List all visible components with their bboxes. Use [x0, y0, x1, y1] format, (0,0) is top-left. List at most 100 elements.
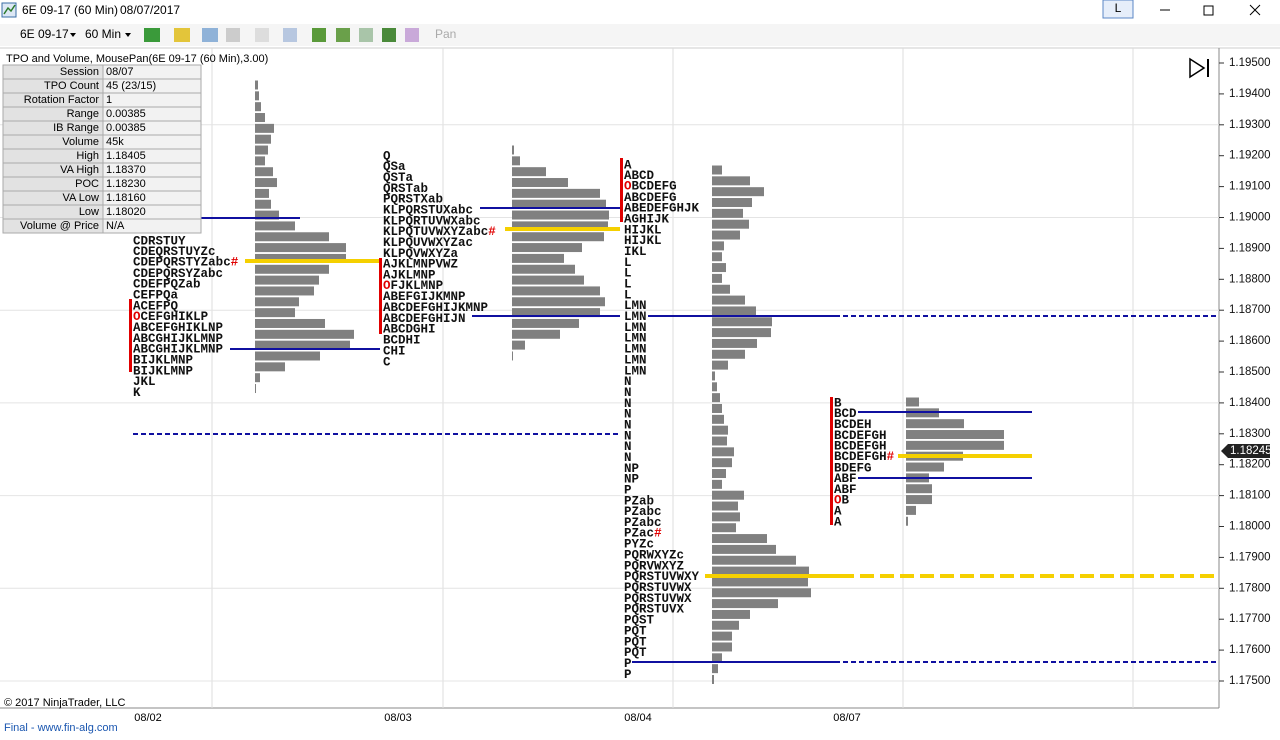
instrument-selector[interactable]: 6E 09-17	[20, 27, 69, 41]
volume-bar	[255, 373, 260, 383]
maximize-button[interactable]	[1203, 5, 1214, 16]
price-label: 1.18500	[1229, 366, 1271, 378]
volume-bar	[512, 329, 560, 339]
volume-bar	[255, 232, 329, 242]
remove-button[interactable]	[226, 28, 240, 42]
volume-bar	[712, 599, 778, 609]
tpo-row: OBCDEFG	[624, 180, 677, 194]
bar-type-button[interactable]	[144, 28, 160, 42]
info-label: Rotation Factor	[24, 94, 100, 106]
tpo-row: ABCGHIJKLMNP	[133, 343, 223, 357]
tpo-row: PQRSTXab	[383, 193, 443, 207]
price-label: 1.17600	[1229, 644, 1271, 656]
info-value-cell	[102, 92, 202, 108]
volume-bar	[906, 505, 916, 515]
properties-button[interactable]	[359, 28, 373, 42]
volume-bar	[255, 134, 271, 144]
volume-bar	[712, 577, 808, 587]
tpo-row: KLPQVWXYZa	[383, 247, 459, 261]
tpo-row: CDEFPQZab	[133, 278, 201, 292]
data-box-button[interactable]	[405, 28, 419, 42]
volume-bar	[255, 297, 299, 307]
volume-bar	[512, 210, 609, 220]
pan-button[interactable]: Pan	[435, 27, 456, 41]
price-label: 1.19100	[1229, 181, 1271, 193]
zoom-button[interactable]	[283, 28, 297, 42]
tpo-row: N	[624, 408, 632, 422]
credit-link[interactable]: Final - www.fin-alg.com	[4, 722, 118, 734]
volume-bar	[255, 362, 285, 372]
volume-bar	[712, 338, 757, 348]
volume-bar	[712, 555, 796, 565]
info-value-cell	[102, 218, 202, 234]
volume-bar	[712, 403, 722, 413]
indicators-button[interactable]	[336, 28, 350, 42]
info-label: IB Range	[53, 122, 99, 134]
mode-label: L	[1115, 1, 1122, 15]
session-date: 08/04	[624, 712, 652, 724]
tpo-row: L	[624, 278, 632, 292]
interval-selector[interactable]: 60 Min	[85, 27, 121, 41]
volume-bar	[512, 275, 584, 285]
volume-bar	[712, 447, 734, 457]
volume-bar	[712, 544, 776, 554]
volume-bar	[712, 436, 727, 446]
tpo-row: BCD	[834, 407, 857, 421]
info-value: 1.18160	[106, 192, 146, 204]
mode-button[interactable]	[1102, 0, 1134, 19]
toolbar-icons	[144, 28, 419, 42]
tpo-row: ABCDGHI	[383, 323, 436, 337]
tpo-row: KLPQTUVWXYZabc#	[383, 225, 496, 239]
volume-bar	[512, 286, 600, 296]
volume-bar	[512, 167, 546, 177]
add-indicator-button[interactable]	[202, 28, 218, 42]
volume-bar	[712, 263, 726, 273]
info-label: POC	[75, 178, 99, 190]
info-label: High	[76, 150, 99, 162]
tpo-row: PQT	[624, 646, 647, 660]
volume-bar	[255, 102, 261, 112]
strategy-button[interactable]	[312, 28, 326, 42]
price-label: 1.19200	[1229, 150, 1271, 162]
tpo-row: PZab	[624, 494, 654, 508]
tpo-row: BCDEFGH#	[834, 450, 895, 464]
volume-bar	[712, 219, 749, 229]
price-label: 1.17800	[1229, 582, 1271, 594]
tpo-row: ABCDEFG	[624, 191, 677, 205]
volume-bar	[712, 393, 720, 403]
window-date: 08/07/2017	[120, 3, 180, 17]
tpo-row: N	[624, 386, 632, 400]
volume-bar	[255, 286, 314, 296]
volume-bar	[712, 328, 771, 338]
volume-bar	[712, 273, 722, 283]
tpo-row: N	[624, 375, 632, 389]
price-label: 1.18900	[1229, 242, 1271, 254]
volume-bar	[512, 199, 606, 209]
tpo-row: ABF	[834, 472, 857, 486]
volume-bar	[712, 295, 745, 305]
trade-button[interactable]	[382, 28, 396, 42]
volume-bar	[255, 123, 274, 133]
volume-bar	[712, 198, 752, 208]
tpo-row: HIJKL	[624, 234, 662, 248]
tpo-row: ACEFPQ	[133, 299, 179, 313]
tpo-row: QSa	[383, 160, 406, 174]
volume-bar	[712, 208, 743, 218]
pointer-button[interactable]	[255, 28, 269, 42]
tpo-row: ABCD	[624, 169, 655, 183]
tpo-row: PYZc	[624, 538, 654, 552]
tpo-row: PQT	[624, 624, 647, 638]
volume-bar	[512, 232, 604, 242]
draw-button[interactable]	[174, 28, 190, 42]
volume-bar	[512, 156, 520, 166]
initial-balance-bar	[129, 299, 132, 372]
window-title: 6E 09-17 (60 Min)	[22, 3, 118, 17]
tpo-row: AJKLMNPVWZ	[383, 258, 458, 272]
close-button[interactable]	[1249, 4, 1261, 16]
scroll-end-button[interactable]	[1189, 57, 1206, 79]
volume-bar	[712, 371, 715, 381]
volume-bar	[255, 210, 279, 220]
initial-balance-bar	[830, 397, 833, 525]
current-price-box	[1221, 444, 1270, 458]
volume-bar	[712, 501, 738, 511]
